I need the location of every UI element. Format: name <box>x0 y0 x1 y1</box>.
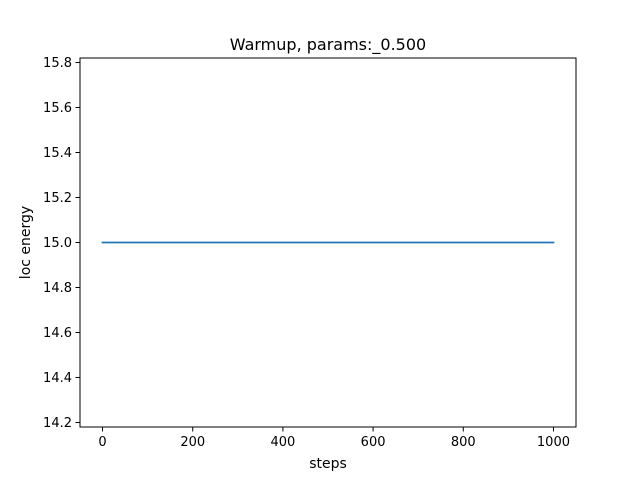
x-tick-label: 400 <box>270 435 295 450</box>
y-tick-label: 15.8 <box>43 56 72 71</box>
y-tick-label: 15.6 <box>43 101 72 116</box>
y-tick-label: 15.4 <box>43 146 72 161</box>
x-tick-label: 600 <box>361 435 386 450</box>
y-tick-label: 14.2 <box>43 416 72 431</box>
plot-frame <box>79 57 577 428</box>
chart-title: Warmup, params:_0.500 <box>230 35 426 55</box>
y-tick-label: 14.4 <box>43 371 72 386</box>
y-axis-label: loc energy <box>18 206 34 279</box>
y-tick-label: 15.2 <box>43 191 72 206</box>
x-axis-label: steps <box>309 456 347 472</box>
y-tick-label: 15.0 <box>43 236 72 251</box>
x-tick-label: 800 <box>451 435 476 450</box>
x-tick-label: 0 <box>98 435 106 450</box>
x-axis-ticks: 0 200 400 600 800 1000 <box>98 427 570 450</box>
y-tick-label: 14.8 <box>43 281 72 296</box>
x-tick-label: 200 <box>180 435 205 450</box>
y-tick-label: 14.6 <box>43 326 72 341</box>
x-tick-label: 1000 <box>537 435 570 450</box>
y-axis-ticks: 14.2 14.4 14.6 14.8 15.0 15.2 15.4 15.6 15.8 <box>43 56 80 431</box>
